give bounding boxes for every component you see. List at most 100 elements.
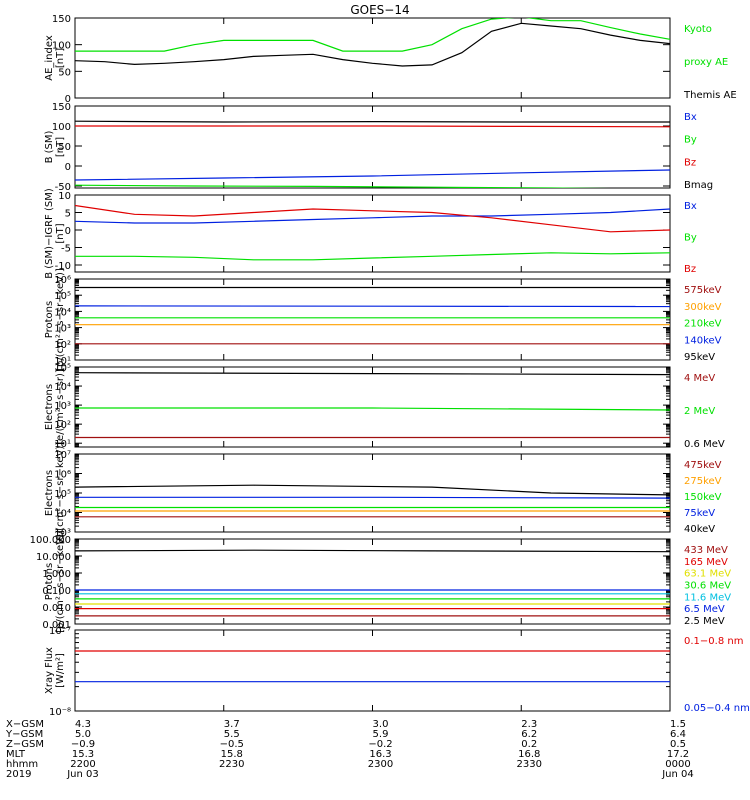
y-tick-label: 150: [52, 14, 71, 25]
y-tick-label: 10⁻⁷: [49, 626, 71, 637]
legend-label: Bmag: [684, 180, 713, 191]
x-tick-value: 0.2: [521, 739, 537, 750]
y-tick-label: 10⁻⁸: [49, 707, 71, 718]
y-tick-label: 10³: [54, 528, 71, 539]
x-row-label: 2019: [6, 769, 31, 780]
legend-label: Bx: [684, 112, 697, 123]
x-row-label: hhmm: [6, 759, 38, 770]
y-tick-label: 10⁵: [54, 489, 71, 500]
y-tick-label: 0: [65, 162, 71, 173]
y-axis-label: [p/(cm²−s−sr−keV)]: [55, 268, 66, 371]
x-tick-value: −0.9: [71, 739, 95, 750]
y-tick-label: 10⁴: [54, 307, 71, 318]
panel-frame: [74, 194, 671, 273]
legend-label: 95keV: [684, 352, 715, 363]
panel-ae_index: 0 50 100 150 AE_index [nT] Kyoto proxy AE Themis…: [44, 14, 737, 105]
y-tick-label: 50: [58, 142, 71, 153]
y-tick-label: 10⁶: [54, 470, 71, 481]
y-axis-label: [e/(cm²−s−sr)]: [55, 369, 66, 445]
y-tick-label: 10¹: [54, 356, 71, 367]
panel-xray: 10⁻⁸ 10⁻⁷ Xray Flux [W/m²] 0.1−0.8 nm 0.05−0.…: [44, 626, 750, 718]
panel-electrons_high: 10¹ 10² 10³ 10⁴ 10⁵ Electrons [e/(cm²−s−sr)] 4 …: [44, 363, 725, 450]
y-axis-label: Electrons: [44, 384, 55, 430]
panel-protons_high: 0.001 0.010 0.100 1.000 10.000 100.000 Protons…: [30, 530, 732, 633]
legend-label: 0.05−0.4 nm: [684, 703, 750, 714]
legend-label: Bz: [684, 264, 696, 275]
series-line-bz: [75, 125, 670, 128]
y-axis-label: [p/(cm²−s−sr−keV)]: [55, 530, 66, 633]
legend-label: 2.5 MeV: [684, 616, 725, 627]
y-axis-label: [nT]: [55, 223, 66, 243]
x-row-label: Z−GSM: [6, 739, 44, 750]
y-axis-label: [nT]: [55, 48, 66, 68]
series-line-140kev: [75, 305, 670, 308]
y-tick-label: -5: [61, 244, 71, 255]
y-tick-label: 10²: [54, 340, 71, 351]
legend-label: 140keV: [684, 335, 722, 346]
y-tick-label: 10³: [54, 401, 71, 412]
legend-label: 30.6 MeV: [684, 581, 731, 592]
legend-label: Kyoto: [684, 24, 712, 35]
x-tick-value: 1.5: [670, 719, 686, 730]
y-tick-label: 10⁷: [54, 450, 71, 461]
y-tick-label: 10¹: [54, 439, 71, 450]
legend-label: 150keV: [684, 492, 722, 503]
series-line-themis-ae: [75, 22, 670, 67]
legend-label: By: [684, 135, 697, 146]
y-tick-label: 0.010: [42, 603, 71, 614]
legend-label: 475keV: [684, 460, 722, 471]
y-tick-label: 0.100: [42, 586, 71, 597]
y-tick-label: 10⁵: [54, 291, 71, 302]
x-row-label: MLT: [6, 749, 26, 760]
x-tick-value: 2.3: [521, 719, 537, 730]
y-tick-label: 100: [52, 41, 71, 52]
x-tick-value: 5.0: [75, 729, 91, 740]
y-tick-label: 1.000: [42, 569, 71, 580]
x-tick-value: 17.2: [667, 749, 689, 760]
panel-frame: [74, 278, 671, 361]
y-tick-label: 10⁵: [54, 363, 71, 374]
legend-label: 165 MeV: [684, 557, 728, 568]
x-tick-value: 2200: [70, 759, 95, 770]
x-tick-value: 5.5: [224, 729, 240, 740]
x-tick-value: −0.5: [220, 739, 244, 750]
y-axis-label: Protons: [44, 563, 55, 600]
x-tick-value: 16.8: [518, 749, 540, 760]
y-axis-label: [W/m²]: [55, 653, 66, 688]
x-row-label: X−GSM: [6, 719, 44, 730]
y-tick-label: 10⁶: [54, 275, 71, 286]
x-tick-value: 0.5: [670, 739, 686, 750]
series-line-2-mev: [75, 407, 670, 411]
x-tick-value: 2300: [368, 759, 393, 770]
legend-label: Themis AE: [683, 90, 737, 101]
series-line-bz: [75, 204, 670, 233]
y-tick-label: 100.000: [30, 535, 71, 546]
y-tick-label: 10²: [54, 420, 71, 431]
y-tick-label: 50: [58, 67, 71, 78]
chart-title: GOES−14: [350, 3, 409, 17]
x-tick-value: 15.8: [221, 749, 243, 760]
y-axis-label: B (SM): [44, 130, 55, 163]
x-tick-value: Jun 04: [661, 769, 694, 780]
legend-label: 0.6 MeV: [684, 439, 725, 450]
y-tick-label: 10.000: [36, 552, 71, 563]
y-tick-label: 0: [65, 94, 71, 105]
y-axis-label: Protons: [44, 301, 55, 338]
legend-label: 75keV: [684, 508, 715, 519]
y-axis-label: AE_index: [44, 35, 55, 81]
legend-label: 275keV: [684, 476, 722, 487]
x-tick-value: Jun 03: [66, 769, 99, 780]
x-tick-value: 2230: [219, 759, 244, 770]
legend-label: 2 MeV: [684, 406, 715, 417]
y-tick-label: -50: [55, 182, 71, 193]
x-tick-value: 15.3: [72, 749, 94, 760]
y-tick-label: 0: [65, 226, 71, 237]
series-line-bx: [75, 169, 670, 181]
series-line-2-5-mev: [75, 549, 670, 553]
x-tick-value: 0000: [665, 759, 690, 770]
legend-label: 300keV: [684, 302, 722, 313]
